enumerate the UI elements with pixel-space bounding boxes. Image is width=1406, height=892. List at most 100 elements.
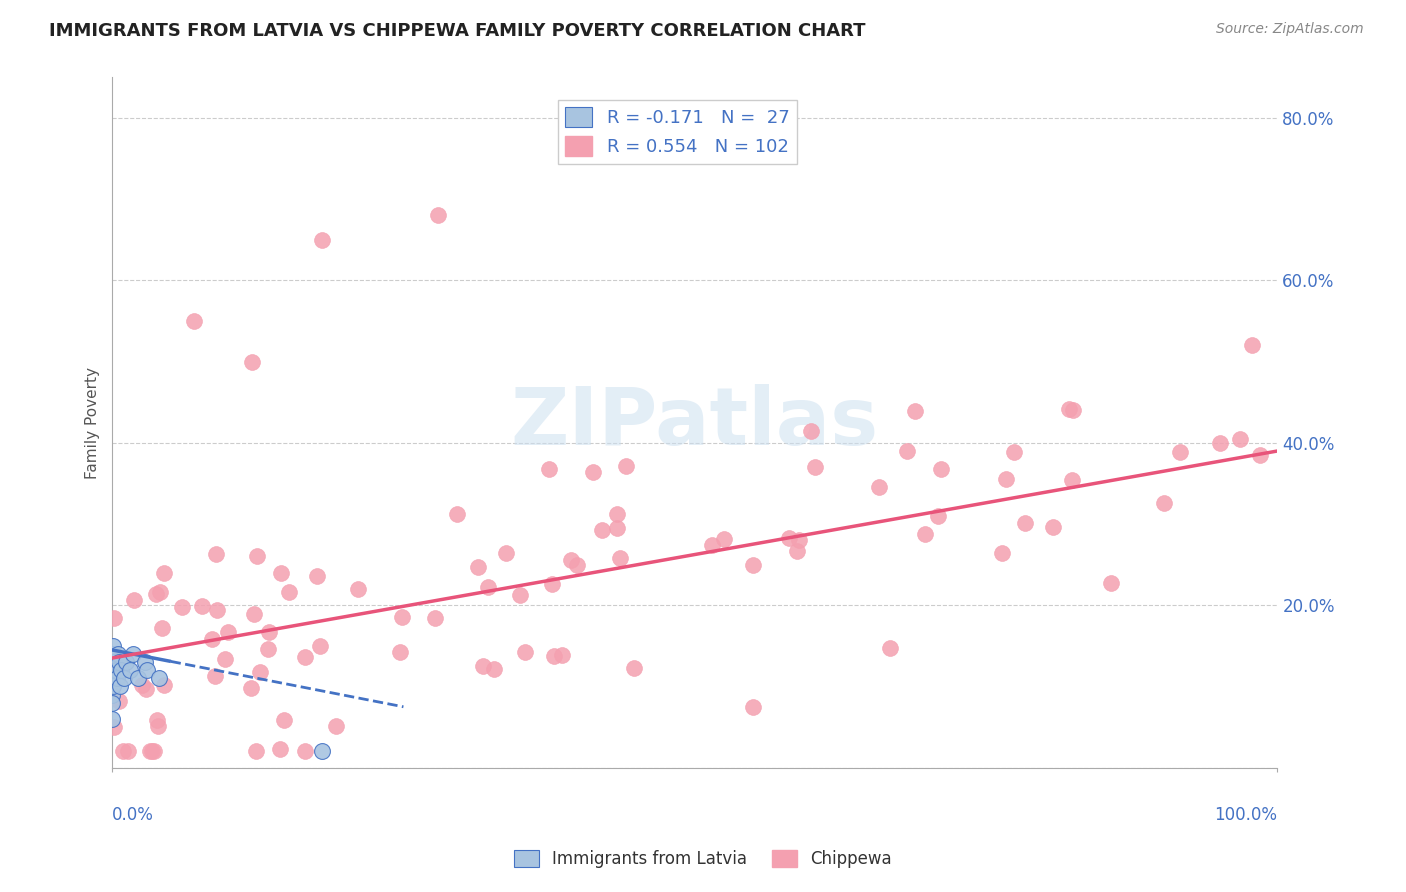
Point	[103, 680, 125, 694]
Point	[929, 462, 952, 476]
Point	[927, 509, 949, 524]
Point	[150, 620, 173, 634]
Point	[609, 550, 631, 565]
Point	[1240, 337, 1263, 351]
Point	[131, 678, 153, 692]
Point	[204, 668, 226, 682]
Point	[145, 587, 167, 601]
Point	[269, 741, 291, 756]
Point	[207, 603, 229, 617]
Point	[201, 632, 224, 646]
Point	[591, 523, 613, 537]
Point	[495, 546, 517, 560]
Point	[134, 655, 156, 669]
Point	[1099, 576, 1122, 591]
Point	[879, 640, 901, 655]
Point	[103, 610, 125, 624]
Point	[391, 610, 413, 624]
Point	[122, 647, 145, 661]
Point	[141, 744, 163, 758]
Point	[103, 720, 125, 734]
Point	[103, 639, 125, 653]
Point	[149, 584, 172, 599]
Point	[1004, 444, 1026, 458]
Point	[217, 624, 239, 639]
Point	[101, 663, 124, 677]
Point	[904, 404, 927, 418]
Point	[309, 640, 332, 654]
Point	[713, 532, 735, 546]
Point	[991, 545, 1014, 559]
Point	[101, 688, 124, 702]
Point	[117, 744, 139, 758]
Point	[146, 719, 169, 733]
Point	[1209, 436, 1232, 450]
Point	[146, 713, 169, 727]
Point	[101, 696, 124, 710]
Point	[243, 607, 266, 622]
Point	[270, 566, 292, 581]
Point	[273, 714, 295, 728]
Point	[101, 655, 124, 669]
Point	[446, 507, 468, 521]
Point	[467, 559, 489, 574]
Point	[1062, 402, 1084, 417]
Point	[118, 663, 141, 677]
Y-axis label: Family Poverty: Family Poverty	[86, 367, 100, 479]
Point	[127, 672, 149, 686]
Point	[778, 532, 800, 546]
Point	[914, 527, 936, 541]
Point	[115, 655, 138, 669]
Point	[541, 577, 564, 591]
Point	[425, 611, 447, 625]
Point	[543, 649, 565, 664]
Point	[472, 658, 495, 673]
Point	[249, 665, 271, 680]
Point	[509, 588, 531, 602]
Point	[551, 648, 574, 662]
Point	[104, 663, 127, 677]
Text: IMMIGRANTS FROM LATVIA VS CHIPPEWA FAMILY POVERTY CORRELATION CHART: IMMIGRANTS FROM LATVIA VS CHIPPEWA FAMIL…	[49, 22, 866, 40]
Point	[325, 718, 347, 732]
Point	[789, 533, 811, 548]
Point	[105, 672, 128, 686]
Point	[205, 547, 228, 561]
Point	[311, 233, 333, 247]
Point	[103, 655, 125, 669]
Point	[427, 209, 450, 223]
Point	[741, 558, 763, 572]
Point	[560, 552, 582, 566]
Point	[347, 582, 370, 597]
Point	[1153, 496, 1175, 510]
Point	[606, 508, 628, 522]
Point	[153, 566, 176, 580]
Point	[623, 661, 645, 675]
Point	[477, 580, 499, 594]
Point	[294, 650, 316, 665]
Point	[108, 655, 131, 669]
Point	[1229, 433, 1251, 447]
Legend: R = -0.171   N =  27, R = 0.554   N = 102: R = -0.171 N = 27, R = 0.554 N = 102	[558, 100, 797, 163]
Point	[257, 624, 280, 639]
Text: 100.0%: 100.0%	[1215, 805, 1278, 823]
Point	[278, 585, 301, 599]
Point	[190, 599, 212, 613]
Point	[112, 672, 135, 686]
Point	[741, 700, 763, 714]
Point	[183, 314, 205, 328]
Point	[239, 681, 262, 696]
Point	[582, 465, 605, 479]
Point	[136, 663, 159, 677]
Point	[103, 663, 125, 677]
Point	[172, 599, 194, 614]
Point	[101, 672, 124, 686]
Point	[245, 744, 267, 758]
Point	[1059, 402, 1081, 417]
Point	[139, 744, 162, 758]
Point	[700, 538, 723, 552]
Point	[101, 647, 124, 661]
Point	[567, 558, 589, 572]
Point	[311, 744, 333, 758]
Point	[294, 744, 316, 758]
Point	[1168, 444, 1191, 458]
